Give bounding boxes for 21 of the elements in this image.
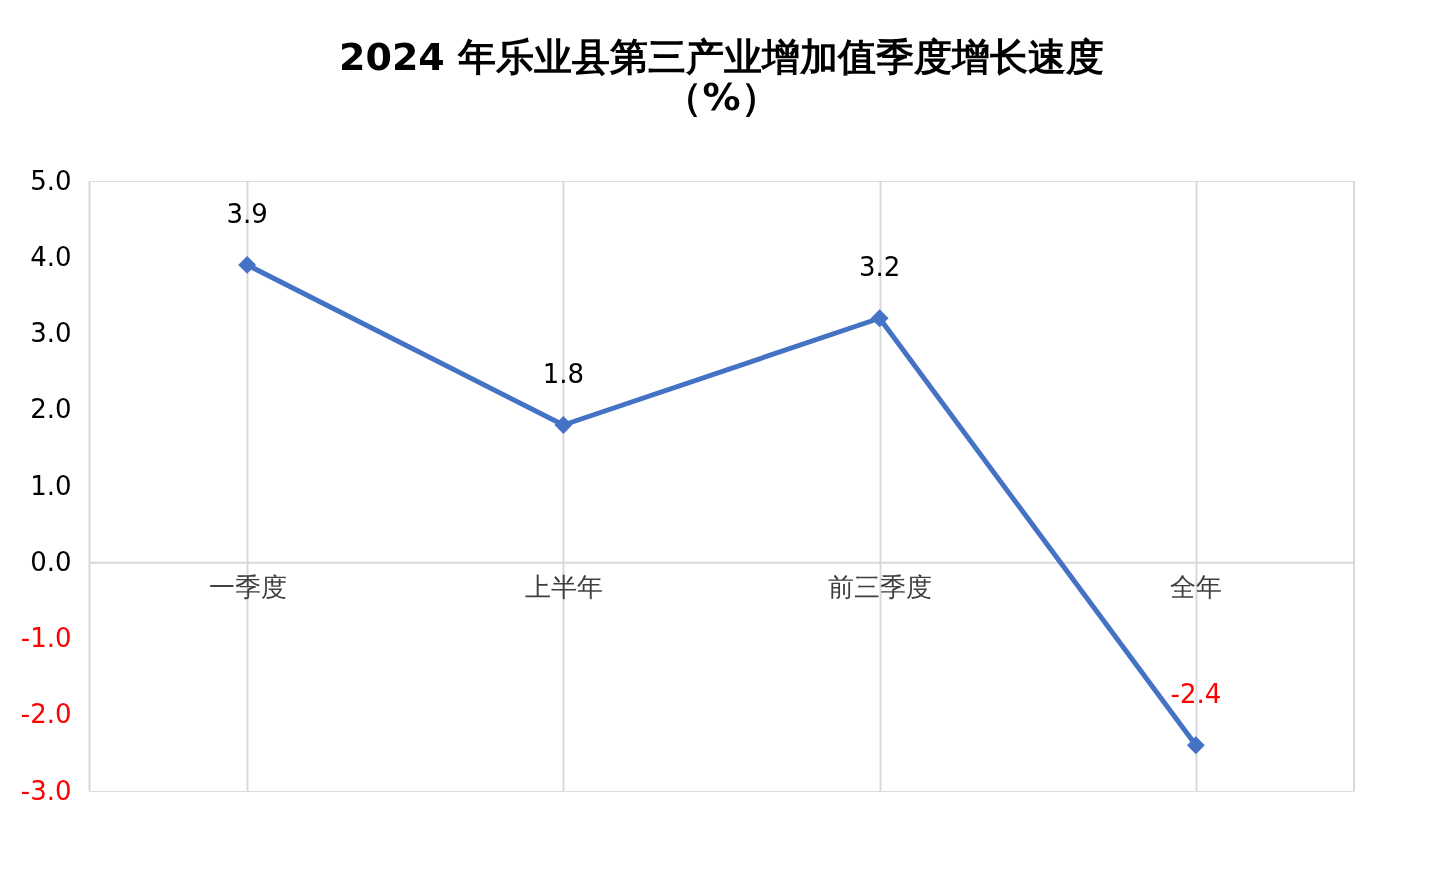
y-tick-label: -3.0: [20, 775, 72, 806]
y-tick-label: 0.0: [30, 546, 72, 577]
point: [1186, 736, 1205, 755]
y-tick-label: 4.0: [30, 241, 72, 272]
point: [870, 309, 889, 328]
data-label: -2.4: [1170, 679, 1222, 710]
y-tick-label: -2.0: [20, 699, 72, 730]
data-label: 3.9: [226, 198, 268, 229]
y-tick-label: 2.0: [30, 394, 72, 425]
y-tick-label: 5.0: [30, 165, 72, 196]
y-tick-label: -1.0: [20, 623, 72, 653]
x-tick-label: 上半年: [524, 571, 603, 602]
x-tick-label: 全年: [1170, 571, 1223, 602]
x-tick-label: 前三季度: [828, 571, 933, 602]
y-tick-label: 1.0: [30, 470, 72, 501]
y-tick-label: 3.0: [30, 318, 72, 348]
point: [554, 416, 573, 434]
point: [238, 255, 257, 274]
x-tick-label: 一季度: [208, 571, 287, 602]
data-label: 3.2: [858, 252, 901, 283]
data-label: 1.8: [542, 359, 585, 389]
